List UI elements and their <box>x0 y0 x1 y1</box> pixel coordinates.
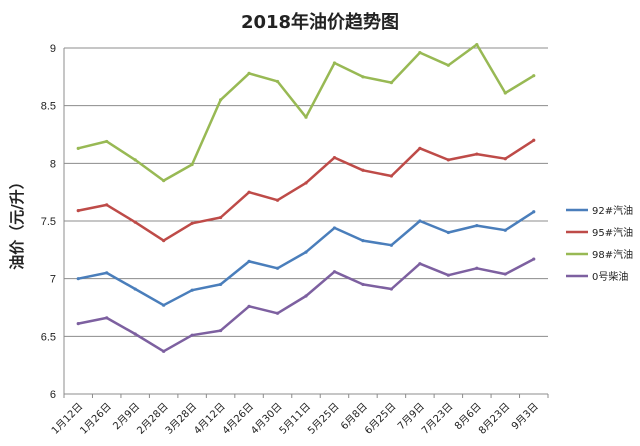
y-tick-label: 8 <box>50 158 56 170</box>
data-point <box>389 174 394 178</box>
data-point <box>218 328 223 333</box>
data-point <box>503 272 507 276</box>
series-line-3 <box>76 257 536 353</box>
data-point <box>446 158 450 162</box>
y-tick-label: 6 <box>50 389 56 401</box>
data-point <box>76 322 80 326</box>
data-point <box>162 349 166 353</box>
data-point <box>446 63 450 67</box>
x-tick-label: 5月25日 <box>305 401 341 437</box>
data-point <box>332 226 337 230</box>
legend-label: 0号柴油 <box>592 270 628 283</box>
data-point <box>162 239 166 243</box>
data-point <box>247 71 251 75</box>
data-point <box>190 333 194 337</box>
data-point <box>105 139 109 144</box>
data-point <box>503 91 507 95</box>
data-point <box>361 282 365 287</box>
x-tick-label: 7月23日 <box>419 401 455 437</box>
data-point <box>304 294 308 298</box>
data-point <box>475 266 479 270</box>
data-point <box>418 146 422 150</box>
y-tick-label: 9 <box>50 43 56 55</box>
data-point <box>76 146 80 150</box>
data-point <box>105 203 109 207</box>
x-tick-label: 8月23日 <box>476 401 512 437</box>
data-point <box>304 250 308 254</box>
data-point <box>503 228 507 232</box>
series-line-2 <box>76 43 536 182</box>
data-point <box>105 316 109 320</box>
data-point <box>218 282 223 287</box>
data-point <box>133 332 137 336</box>
chart-title: 2018年油价趋势图 <box>241 11 399 33</box>
data-point <box>361 75 365 79</box>
data-point <box>304 181 308 185</box>
x-tick-label: 9月3日 <box>509 401 541 433</box>
data-point <box>532 210 536 214</box>
data-point <box>247 304 251 308</box>
data-point <box>76 209 80 213</box>
data-point <box>475 42 479 47</box>
data-point <box>133 220 137 224</box>
data-point <box>389 287 394 291</box>
x-tick-label: 6月25日 <box>362 401 398 437</box>
data-point <box>247 259 251 263</box>
data-point <box>190 288 194 292</box>
data-point <box>332 61 337 65</box>
data-point <box>332 155 337 160</box>
data-point <box>133 158 137 162</box>
data-point <box>361 239 365 243</box>
data-point <box>475 224 479 228</box>
series-line-1 <box>76 139 536 242</box>
data-point <box>389 81 394 85</box>
data-point <box>275 311 280 315</box>
data-point <box>190 221 194 225</box>
data-point <box>275 266 280 270</box>
data-point <box>475 152 479 156</box>
data-point <box>532 74 536 78</box>
y-axis-label: 油价（元/升） <box>8 174 26 269</box>
data-point <box>332 270 337 274</box>
legend-label: 95#汽油 <box>592 226 633 239</box>
data-point <box>162 303 166 307</box>
data-point <box>218 98 223 102</box>
data-point <box>190 162 194 167</box>
legend-label: 98#汽油 <box>592 248 633 261</box>
data-point <box>304 115 308 119</box>
y-tick-label: 6.5 <box>41 331 56 343</box>
data-point <box>418 51 422 55</box>
data-point <box>418 262 422 266</box>
y-tick-label: 7 <box>50 274 56 286</box>
data-point <box>418 219 422 223</box>
data-point <box>532 257 536 261</box>
data-point <box>389 243 394 247</box>
data-point <box>275 79 280 84</box>
y-tick-label: 7.5 <box>41 216 56 228</box>
data-point <box>247 190 251 194</box>
series-line-0 <box>76 210 536 307</box>
data-point <box>532 138 536 142</box>
data-point <box>361 168 365 172</box>
x-tick-label: 1月26日 <box>78 401 114 437</box>
data-point <box>446 230 450 235</box>
data-point <box>446 273 450 277</box>
data-point <box>162 179 166 183</box>
data-point <box>218 215 223 220</box>
data-point <box>133 287 137 291</box>
data-point <box>76 277 80 281</box>
legend-label: 92#汽油 <box>592 204 633 217</box>
data-point <box>275 198 280 202</box>
data-point <box>503 157 507 161</box>
data-point <box>105 271 109 275</box>
y-tick-label: 8.5 <box>41 101 56 113</box>
